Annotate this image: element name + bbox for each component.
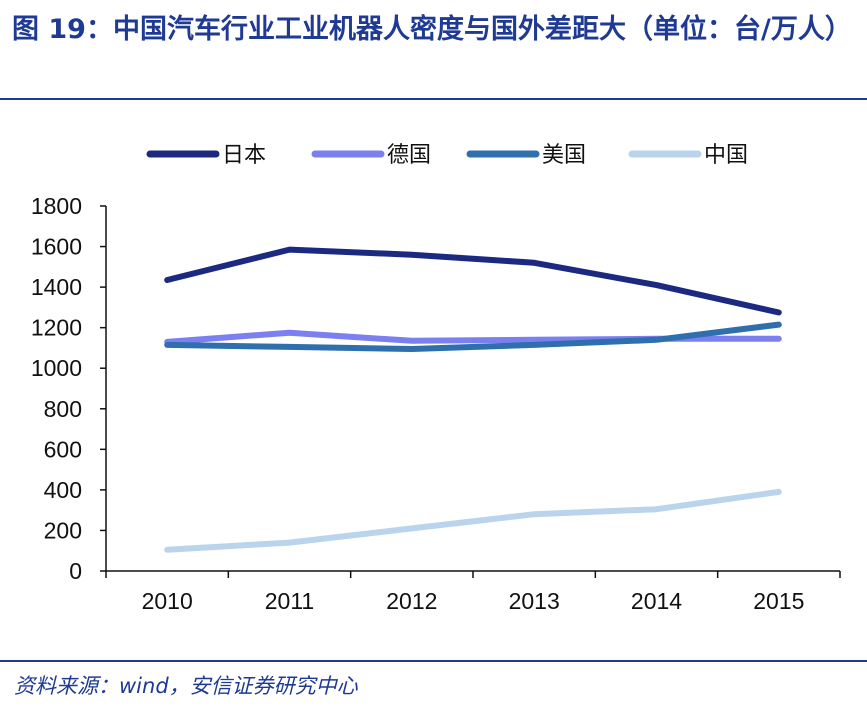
chart-legend: 日本 德国 美国 中国: [146, 143, 748, 168]
y-tick-label: 200: [44, 517, 82, 543]
series-group: [164, 246, 782, 553]
x-axis: 2010 2011 2012 2013 2014 2015: [105, 570, 841, 614]
legend-label-3: 中国: [704, 143, 748, 168]
y-tick-label: 1800: [31, 193, 82, 219]
legend-label-2: 美国: [542, 143, 586, 168]
x-tick-label: 2010: [142, 588, 193, 614]
title-divider: [0, 98, 867, 100]
y-tick-label: 400: [44, 477, 82, 503]
y-tick-label: 1600: [31, 234, 82, 260]
x-tick-label: 2015: [753, 588, 804, 614]
series-line-0: [164, 246, 782, 316]
figure-title: 图 19：中国汽车行业工业机器人密度与国外差距大（单位：台/万人）: [12, 14, 852, 45]
series-line-3: [164, 488, 782, 553]
x-tick-label: 2014: [631, 588, 682, 614]
y-tick-label: 800: [44, 396, 82, 422]
x-tick-label: 2013: [509, 588, 560, 614]
x-tick-label: 2011: [265, 588, 314, 614]
y-tick-label: 1200: [31, 315, 82, 341]
y-tick-label: 1400: [31, 274, 82, 300]
y-tick-label: 600: [44, 436, 82, 462]
x-tick-label: 2012: [386, 588, 437, 614]
y-tick-label: 1000: [31, 355, 82, 381]
y-axis: 0 200 400 600 800 1000 1200 1400 1600 1800: [31, 193, 107, 584]
legend-label-0: 日本: [222, 143, 266, 168]
source-divider: [0, 660, 867, 662]
series-line-2: [164, 321, 782, 352]
legend-label-1: 德国: [387, 143, 431, 168]
y-tick-label: 0: [69, 558, 82, 584]
source-note: 资料来源：wind，安信证券研究中心: [14, 674, 358, 698]
